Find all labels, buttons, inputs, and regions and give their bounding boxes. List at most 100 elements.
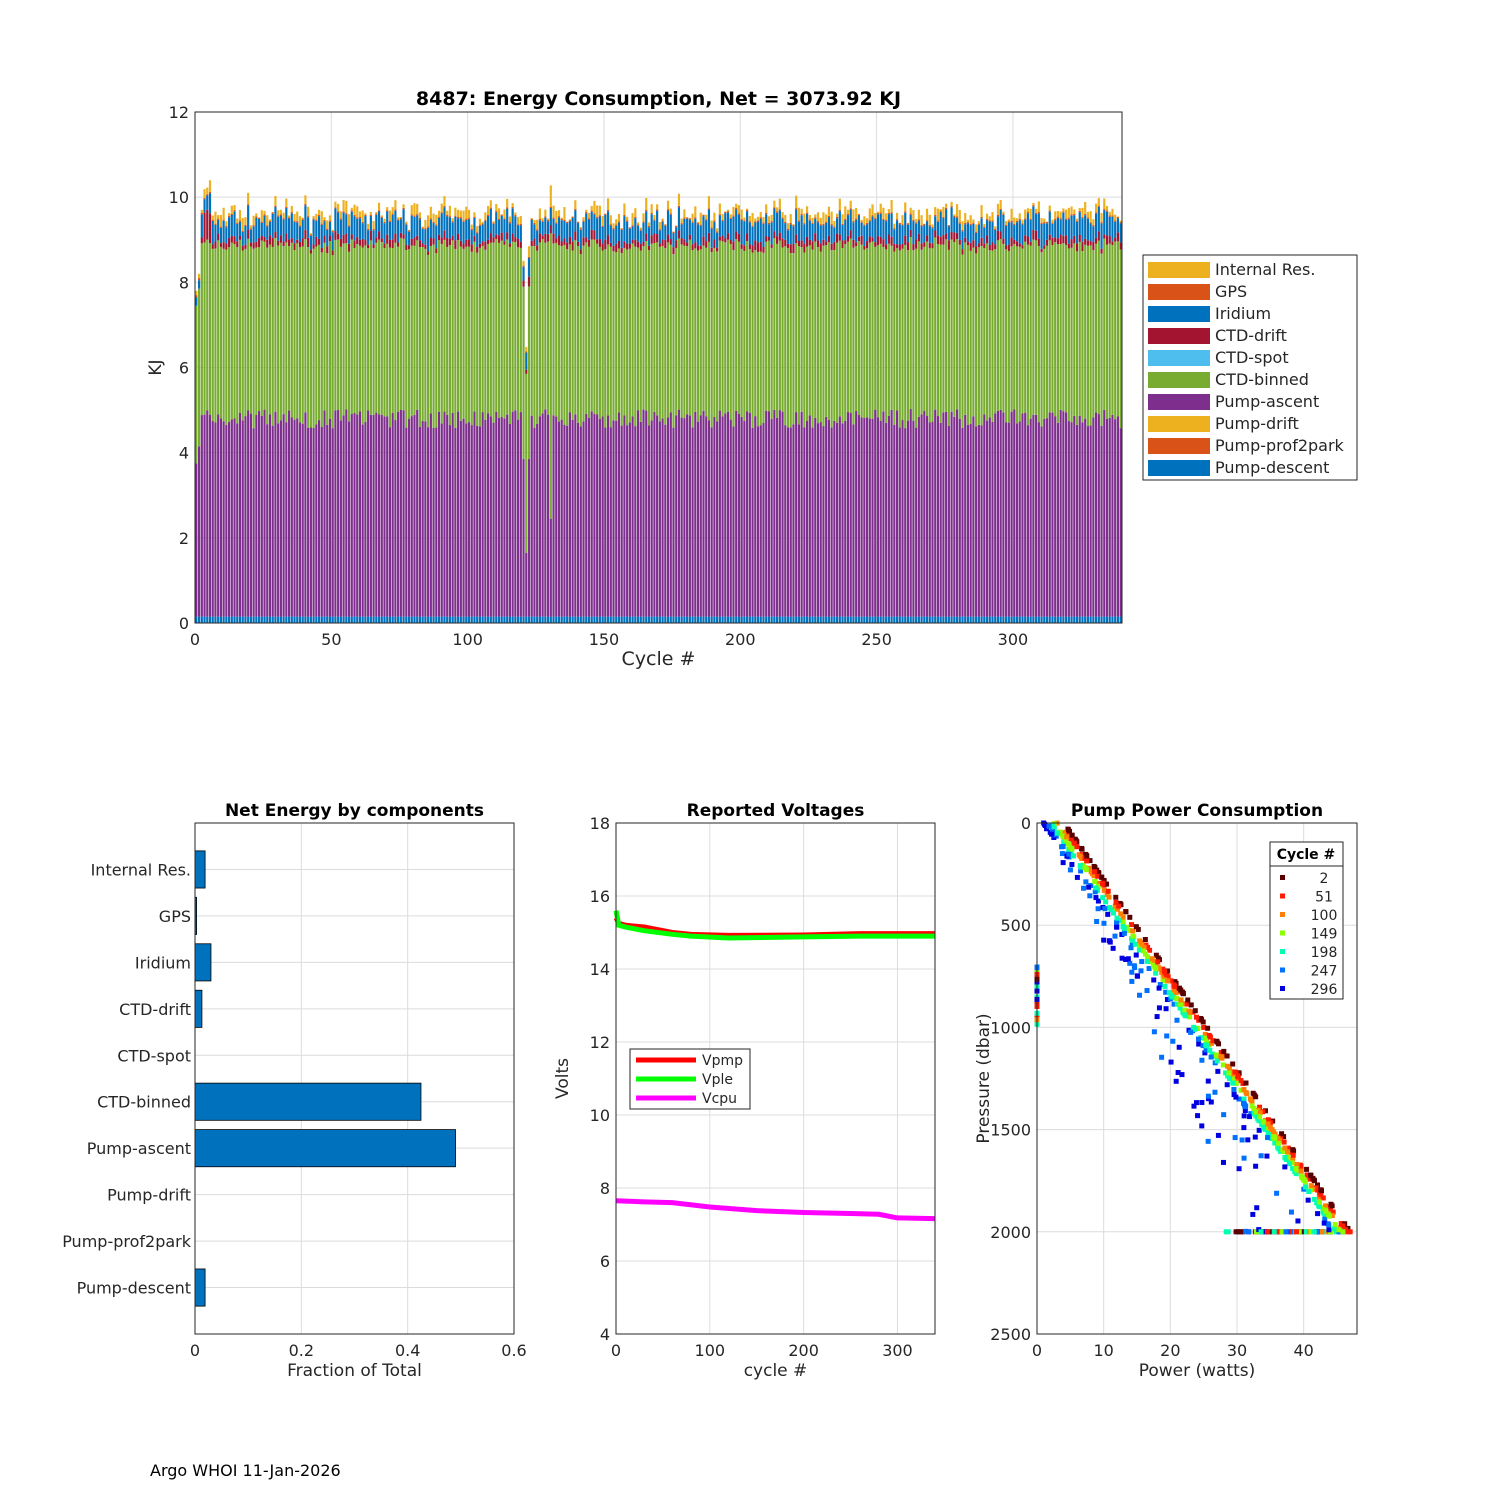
legend-title: Cycle # [1277, 847, 1336, 863]
data-point [1243, 1228, 1249, 1234]
data-point [1248, 1111, 1254, 1117]
bar-segment-gps [776, 211, 779, 213]
bar-segment-iridium [203, 199, 206, 213]
bar-segment-ctd-binned [696, 250, 700, 422]
data-point [1129, 941, 1135, 947]
bar-segment-ctd-binned [1078, 241, 1081, 416]
bar-segment-ctd-binned [814, 241, 817, 418]
bar-segment-pump-ascent [1048, 412, 1051, 617]
bar-segment-gps [871, 215, 874, 217]
bar-segment-iridium [443, 207, 446, 231]
bar-segment-ctd-binned [489, 242, 492, 417]
bar-segment-pump-ascent [1021, 413, 1024, 617]
bar-segment-pump-descent [552, 616, 555, 623]
bar-segment-iridium [631, 226, 634, 240]
bar-segment-iridium [478, 225, 482, 244]
bar-segment-iridium [606, 211, 610, 236]
bar-segment-pump-ascent [934, 409, 937, 617]
bar-segment-gps [516, 224, 520, 226]
bar-segment-iridium [508, 223, 511, 244]
bar-segment-internal-res- [707, 196, 711, 209]
bar-segment-pump-ascent [647, 425, 651, 617]
bar-segment-iridium [282, 219, 285, 242]
bar-segment-pump-ascent [279, 420, 282, 617]
data-point [1241, 1155, 1247, 1161]
bar-segment-internal-res- [1114, 214, 1117, 221]
bar-segment-iridium [519, 225, 522, 242]
bar-segment-iridium [786, 230, 790, 244]
bar-segment-iridium [358, 218, 362, 240]
bar-segment-gps [1084, 213, 1087, 216]
bar-segment-internal-res- [677, 193, 681, 206]
bar-segment-gps [225, 225, 228, 228]
bar-segment-internal-res- [1029, 208, 1032, 219]
bar-segment-gps [601, 225, 604, 227]
y-tick-label: 1500 [990, 1121, 1031, 1140]
bar-segment-ctd-drift [511, 233, 514, 242]
bar-segment-pump-descent [241, 616, 244, 623]
bar-segment-pump-descent [317, 616, 321, 623]
bar-segment-iridium [647, 227, 651, 246]
bar-segment-pump-ascent [985, 420, 989, 617]
legend-swatch [1148, 284, 1210, 300]
bar-segment-pump-descent [277, 616, 280, 623]
data-point [1137, 938, 1143, 944]
bar-segment-internal-res- [1065, 209, 1068, 219]
data-point [1166, 990, 1172, 996]
bar-segment-gps [424, 228, 427, 230]
bar-segment-pump-descent [585, 616, 588, 623]
bar-segment-internal-res- [934, 207, 937, 215]
bar-segment-ctd-drift [1059, 234, 1062, 245]
bar-segment-ctd-binned [525, 373, 528, 553]
data-point [1095, 873, 1101, 879]
bar-segment-pump-descent [1010, 616, 1013, 623]
bar-segment-gps [312, 218, 315, 220]
data-point [1207, 1034, 1213, 1040]
legend-label: 296 [1311, 982, 1338, 998]
bar-segment-ctd-drift [233, 236, 236, 245]
data-point [1092, 879, 1098, 885]
bar-segment-internal-res- [958, 209, 961, 223]
bar-segment-iridium [249, 229, 252, 243]
bar-segment-ctd-drift [372, 244, 375, 249]
bar-segment-ctd-binned [298, 247, 302, 423]
bar-segment-pump-ascent [838, 416, 841, 617]
bar-segment-pump-descent [885, 616, 888, 623]
bar-segment-iridium [623, 216, 626, 242]
bar-segment-ctd-binned [658, 246, 661, 422]
data-point [1271, 1134, 1277, 1140]
bar-segment-internal-res- [563, 207, 566, 220]
bar-segment-internal-res- [1075, 218, 1079, 221]
bar-segment-gps [557, 216, 561, 218]
bar-segment-pump-ascent [503, 418, 506, 617]
data-point [1210, 1038, 1216, 1044]
bar-segment-ctd-drift [675, 240, 678, 248]
bar-segment-internal-res- [511, 203, 514, 208]
bar-segment-internal-res- [337, 203, 340, 212]
bar-segment-ctd-binned [855, 246, 858, 412]
bar-segment-iridium [484, 221, 487, 242]
bar-segment-iridium [432, 223, 435, 239]
bar-segment-pump-ascent [388, 427, 392, 617]
bar-segment-internal-res- [822, 212, 825, 224]
bar-segment-pump-ascent [786, 427, 790, 617]
bar-segment-gps [304, 204, 307, 206]
bar-segment-ctd-drift [1002, 238, 1005, 244]
bar-segment-pump-ascent [759, 425, 762, 617]
bar-segment-iridium [683, 218, 686, 240]
bar-segment-ctd-binned [620, 253, 623, 426]
bar-segment-pump-descent [582, 616, 585, 623]
bar-segment-pump-ascent [691, 427, 694, 617]
bar-segment-pump-descent [609, 616, 612, 623]
bar-segment-ctd-binned [277, 245, 280, 424]
bar-segment-ctd-drift [909, 229, 912, 238]
bar-segment-internal-res- [844, 206, 847, 219]
bar-segment-internal-res- [587, 213, 591, 219]
bar-segment-pump-ascent [947, 425, 950, 617]
bar-ctd-binned [194, 1082, 422, 1121]
bar-segment-ctd-drift [650, 235, 653, 244]
bar-segment-pump-descent [756, 616, 760, 623]
data-point [1285, 1145, 1291, 1151]
bar-segment-ctd-binned [983, 248, 986, 415]
bar-segment-pump-descent [544, 616, 547, 623]
